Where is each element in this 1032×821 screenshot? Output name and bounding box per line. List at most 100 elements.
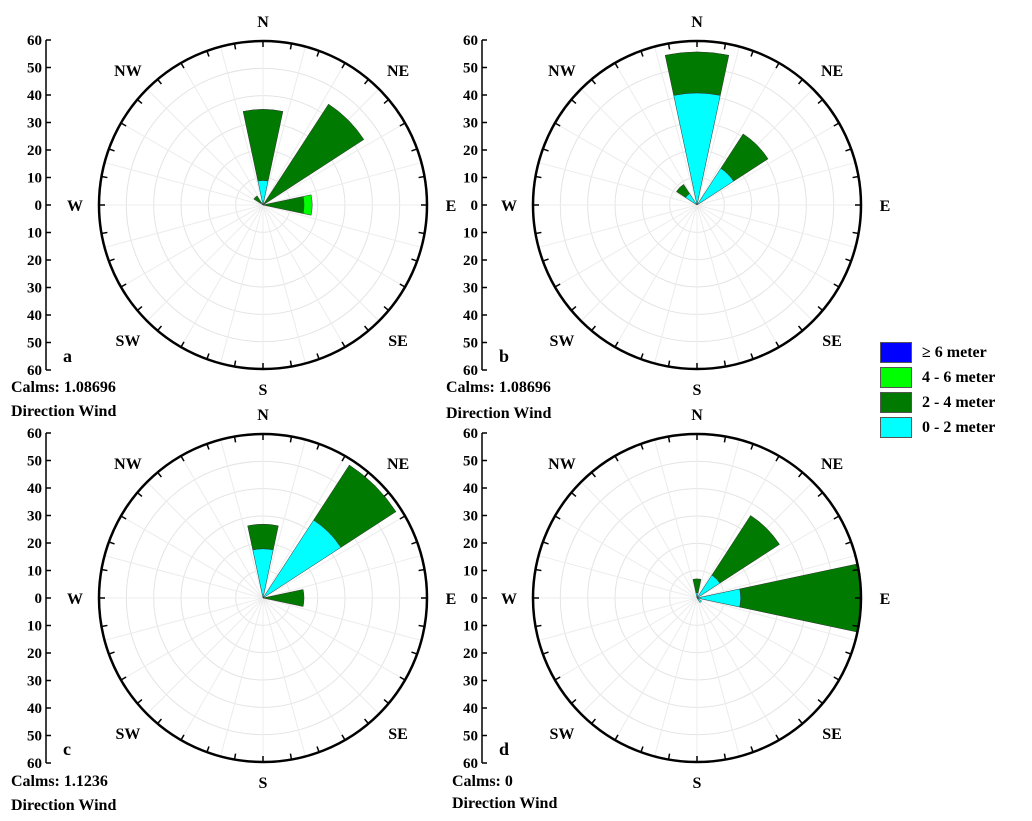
- radial-tick-label: 20: [463, 646, 478, 662]
- grid-spoke: [696, 204, 856, 248]
- grid-spoke: [262, 162, 422, 206]
- direction-label-e: E: [880, 591, 891, 608]
- grid-spoke: [696, 439, 740, 599]
- grid-spoke: [262, 204, 346, 348]
- rose-sector-band: [302, 194, 313, 216]
- radial-tick-label: 60: [27, 33, 42, 49]
- grid-spoke: [654, 597, 698, 757]
- outer-tick: [775, 455, 780, 462]
- outer-tick: [833, 122, 840, 127]
- grid-spoke: [120, 122, 264, 206]
- outer-tick: [120, 122, 127, 127]
- outer-tick: [418, 231, 425, 235]
- direction-label-n: N: [257, 407, 269, 424]
- outer-tick: [233, 43, 237, 50]
- grid-spoke: [262, 46, 306, 206]
- rose-sector-band: [676, 184, 690, 198]
- outer-tick: [120, 515, 127, 520]
- panel-letter: b: [499, 346, 509, 366]
- grid-spoke: [262, 204, 380, 322]
- grid-spoke: [262, 597, 406, 681]
- grid-spoke: [614, 204, 698, 348]
- direction-label-nw: NW: [114, 63, 142, 80]
- outer-tick: [797, 78, 803, 85]
- direction-label-w: W: [67, 198, 83, 215]
- outer-tick: [535, 624, 542, 628]
- radial-tick-label: 50: [27, 336, 42, 352]
- grid-spoke: [262, 204, 306, 364]
- direction-label-nw: NW: [548, 63, 576, 80]
- grid-spoke: [146, 88, 264, 206]
- radial-tick-label: 10: [27, 619, 42, 635]
- outer-tick: [289, 436, 293, 443]
- direction-label-se: SE: [822, 333, 842, 350]
- direction-label-nw: NW: [114, 456, 142, 473]
- radial-tick-label: 20: [463, 253, 478, 269]
- outer-tick: [591, 78, 597, 85]
- direction-label-s: S: [259, 775, 268, 792]
- outer-tick: [614, 734, 619, 741]
- direction-label-s: S: [693, 382, 702, 399]
- outer-tick: [411, 651, 418, 655]
- outer-tick: [852, 231, 859, 235]
- radial-tick-label: 60: [27, 363, 42, 379]
- outer-tick: [411, 258, 418, 262]
- outer-tick: [750, 443, 754, 450]
- grid-spoke: [104, 162, 264, 206]
- outer-tick: [570, 492, 577, 498]
- outer-tick: [289, 43, 293, 50]
- outer-tick: [120, 283, 127, 288]
- rose-sector-band: [262, 103, 365, 206]
- outer-tick: [667, 360, 671, 367]
- outer-tick: [817, 305, 824, 311]
- grid-spoke: [120, 204, 264, 288]
- grid-spoke: [180, 597, 264, 741]
- outer-tick: [383, 99, 390, 105]
- rose-sector-band: [313, 464, 397, 548]
- radial-tick-label: 60: [27, 426, 42, 442]
- radial-tick-label: 0: [471, 198, 479, 214]
- direction-label-ne: NE: [387, 63, 409, 80]
- radial-tick-label: 60: [463, 426, 478, 442]
- outer-tick: [157, 78, 163, 85]
- outer-tick: [136, 99, 143, 105]
- grid-spoke: [146, 481, 264, 599]
- outer-tick: [554, 515, 561, 520]
- outer-tick: [316, 353, 320, 360]
- grid-spoke: [262, 204, 406, 288]
- panel-letter: a: [63, 346, 72, 366]
- grid-spoke: [180, 204, 264, 348]
- direction-label-sw: SW: [115, 726, 140, 743]
- radial-tick-label: 50: [463, 336, 478, 352]
- grid-spoke: [104, 555, 264, 599]
- grid-spoke: [146, 204, 264, 322]
- grid-spoke: [696, 597, 814, 715]
- direction-label-w: W: [501, 591, 517, 608]
- legend-swatch-ge6: [880, 342, 912, 363]
- grid-spoke: [538, 204, 698, 248]
- outer-tick: [775, 341, 780, 348]
- outer-tick: [570, 305, 577, 311]
- direction-label-sw: SW: [115, 333, 140, 350]
- direction-wind-caption: Direction Wind: [452, 795, 557, 812]
- direction-label-sw: SW: [549, 726, 574, 743]
- legend-item-ge6: ≥ 6 meter: [880, 340, 1030, 365]
- direction-label-e: E: [446, 591, 457, 608]
- radial-tick-label: 30: [27, 509, 42, 525]
- outer-tick: [120, 676, 127, 681]
- outer-tick: [206, 443, 210, 450]
- radial-tick-label: 30: [27, 116, 42, 132]
- grid-spoke: [220, 204, 264, 364]
- outer-tick: [614, 341, 619, 348]
- direction-label-ne: NE: [821, 456, 843, 473]
- grid-spoke: [262, 515, 406, 599]
- outer-tick: [418, 624, 425, 628]
- grid-spoke: [554, 597, 698, 681]
- grid-spoke: [554, 515, 698, 599]
- outer-tick: [289, 360, 293, 367]
- outer-tick: [667, 753, 671, 760]
- outer-tick: [570, 698, 577, 704]
- outer-tick: [233, 436, 237, 443]
- legend: ≥ 6 meter 4 - 6 meter 2 - 4 meter 0 - 2 …: [880, 340, 1030, 440]
- direction-label-e: E: [446, 198, 457, 215]
